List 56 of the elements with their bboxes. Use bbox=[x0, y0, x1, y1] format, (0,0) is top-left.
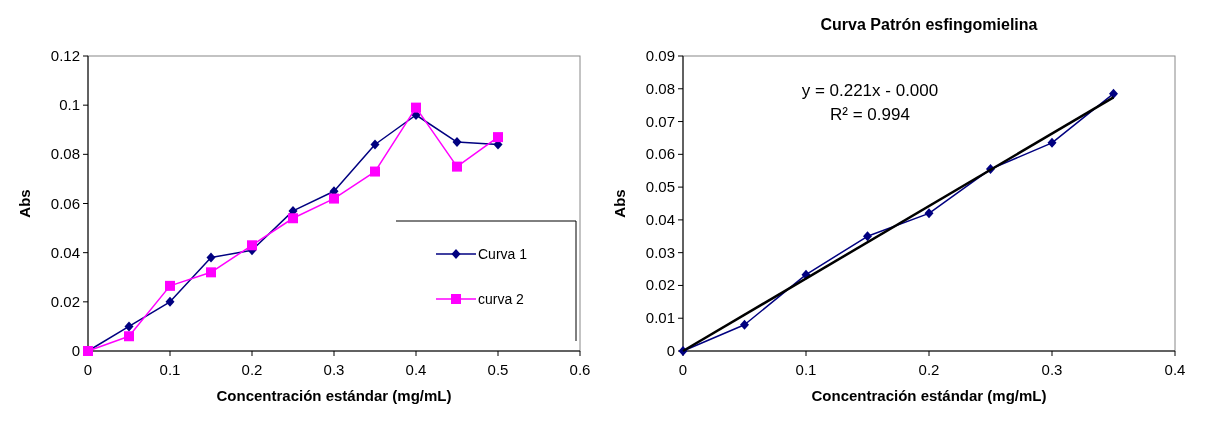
point bbox=[206, 252, 216, 263]
x-tick-label: 0 bbox=[678, 361, 688, 378]
annotation: R² = 0.994 bbox=[830, 105, 910, 124]
y-tick-label: 0.06 bbox=[645, 145, 675, 163]
x-tick-label: 0.4 bbox=[405, 361, 427, 378]
x-tick-label: 0.2 bbox=[918, 361, 940, 378]
x-tick-label: 0.3 bbox=[323, 361, 345, 378]
point bbox=[329, 193, 339, 204]
x-tick-label: 0.6 bbox=[569, 361, 591, 378]
point bbox=[124, 331, 134, 342]
x-axis-title: Concentración estándar (mg/mL) bbox=[811, 387, 1047, 404]
x-tick-label: 0.2 bbox=[241, 361, 263, 378]
y-tick-label: 0.09 bbox=[645, 47, 675, 64]
x-tick-label: 0.1 bbox=[159, 361, 181, 378]
chart-title: Curva Patrón esfingomielina bbox=[820, 16, 1038, 33]
y-tick-label: 0.02 bbox=[50, 292, 80, 310]
legend-label: curva 2 bbox=[478, 291, 525, 307]
annotation: y = 0.221x - 0.000 bbox=[801, 81, 939, 100]
point bbox=[452, 161, 462, 172]
y-tick-label: 0.03 bbox=[645, 243, 675, 261]
legend-label: Curva 1 bbox=[478, 246, 528, 262]
y-tick-label: 0.01 bbox=[645, 309, 675, 327]
y-tick-label: 0.02 bbox=[645, 276, 675, 294]
point bbox=[165, 280, 175, 291]
y-tick-label: 0.05 bbox=[645, 178, 675, 196]
point bbox=[370, 139, 380, 150]
point bbox=[206, 267, 216, 278]
y-tick-label: 0.04 bbox=[50, 243, 80, 261]
y-tick-label: 0.1 bbox=[59, 96, 80, 114]
point bbox=[411, 102, 421, 113]
x-tick-label: 0.4 bbox=[1164, 361, 1186, 378]
point bbox=[493, 132, 503, 143]
x-tick-label: 0.3 bbox=[1041, 361, 1063, 378]
x-axis-title: Concentración estándar (mg/mL) bbox=[216, 387, 452, 404]
x-tick-label: 0.1 bbox=[795, 361, 817, 378]
point bbox=[1047, 137, 1057, 148]
x-tick-label: 0.5 bbox=[487, 361, 509, 378]
point bbox=[370, 166, 380, 177]
y-axis-title: Abs bbox=[611, 189, 628, 218]
point bbox=[288, 213, 298, 224]
y-tick-label: 0.04 bbox=[645, 210, 675, 228]
y-tick-label: 0.08 bbox=[50, 145, 80, 163]
point bbox=[165, 296, 175, 307]
point bbox=[863, 231, 872, 242]
point bbox=[924, 208, 934, 219]
point bbox=[124, 321, 134, 332]
y-tick-label: 0 bbox=[71, 342, 80, 359]
y-axis-title: Abs bbox=[16, 189, 33, 218]
y-tick-label: 0.06 bbox=[50, 194, 80, 212]
y-tick-label: 0 bbox=[666, 342, 675, 359]
y-tick-label: 0.12 bbox=[50, 47, 80, 64]
y-tick-label: 0.08 bbox=[645, 79, 675, 97]
y-tick-label: 0.07 bbox=[645, 112, 675, 130]
x-tick-label: 0 bbox=[83, 361, 93, 378]
point bbox=[247, 240, 257, 251]
point bbox=[740, 319, 749, 330]
